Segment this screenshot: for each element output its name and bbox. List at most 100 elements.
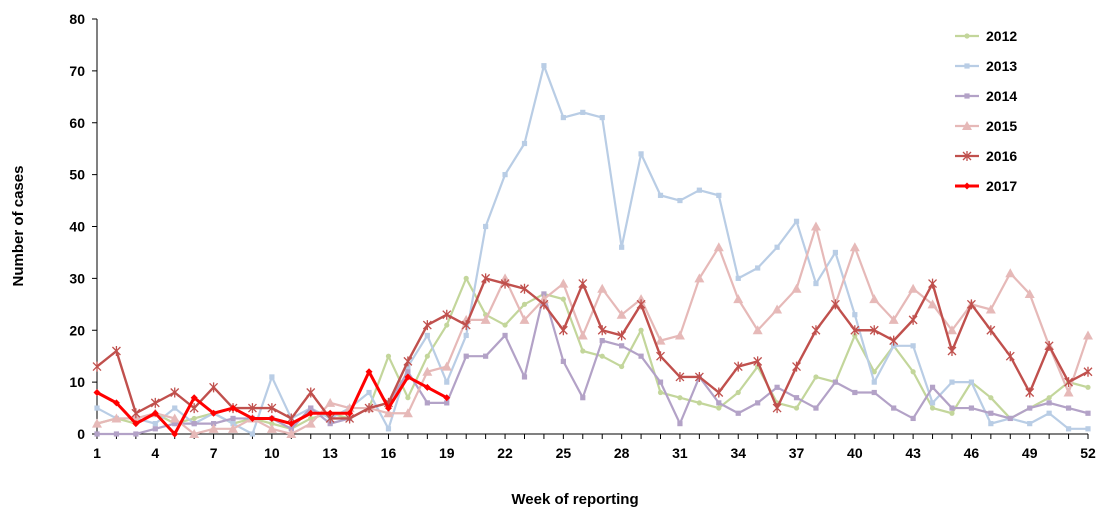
data-point	[326, 409, 334, 417]
x-tick-label: 43	[905, 445, 921, 461]
data-point	[480, 314, 491, 324]
data-point	[402, 408, 413, 418]
data-point	[1065, 426, 1072, 432]
data-point	[949, 379, 955, 385]
legend-label: 2012	[986, 28, 1017, 44]
data-point	[172, 421, 178, 427]
data-point	[560, 114, 566, 121]
data-point	[208, 423, 219, 433]
data-point	[677, 197, 683, 204]
data-point	[988, 421, 994, 427]
legend: 2012 2013 2014 2015 2016 2017	[955, 28, 1017, 194]
data-point	[383, 408, 394, 418]
data-point	[891, 405, 897, 411]
data-point	[964, 33, 970, 39]
data-point	[1085, 384, 1091, 390]
data-point	[463, 353, 469, 359]
data-point	[696, 400, 702, 406]
data-point	[442, 309, 452, 320]
data-point	[657, 379, 664, 385]
data-point	[793, 395, 800, 401]
data-point	[577, 330, 588, 340]
data-point	[229, 404, 237, 412]
legend-item: 2015	[955, 118, 1017, 134]
data-point	[619, 363, 625, 370]
data-point	[891, 343, 897, 349]
data-point	[947, 346, 957, 356]
data-point	[968, 379, 975, 385]
series-line	[96, 277, 1089, 430]
data-point	[772, 304, 783, 314]
data-point	[580, 395, 586, 401]
data-point	[910, 369, 916, 375]
data-point	[502, 332, 508, 339]
data-point	[190, 394, 198, 402]
data-point	[580, 348, 586, 354]
data-point	[638, 327, 644, 333]
data-point	[929, 405, 936, 411]
data-point	[366, 389, 372, 396]
legend-item: 2013	[955, 58, 1017, 74]
data-point	[830, 299, 840, 310]
data-point	[541, 63, 547, 69]
data-point	[852, 312, 858, 318]
data-point	[735, 389, 741, 396]
series-line	[96, 64, 1088, 436]
y-tick-label: 50	[69, 167, 85, 183]
data-point	[578, 278, 588, 289]
data-point	[735, 275, 741, 281]
data-point	[1007, 415, 1013, 422]
legend-label: 2014	[986, 88, 1017, 104]
data-point	[405, 395, 411, 401]
data-point	[539, 299, 549, 310]
data-point	[92, 418, 102, 428]
data-point	[929, 384, 936, 390]
x-axis-title: Week of reporting	[511, 491, 638, 508]
data-point	[988, 410, 994, 416]
legend-item: 2012	[955, 28, 1017, 44]
data-point	[169, 413, 180, 423]
data-point	[694, 371, 704, 382]
data-point	[422, 320, 432, 331]
data-point	[657, 389, 664, 396]
data-point	[1083, 330, 1093, 340]
data-point	[946, 325, 957, 335]
y-tick-label: 70	[69, 63, 85, 79]
data-point	[908, 314, 918, 325]
y-tick-label: 20	[69, 322, 85, 338]
x-tick-label: 1	[93, 445, 101, 461]
data-point	[910, 343, 916, 349]
data-point	[422, 366, 433, 376]
data-point	[871, 389, 877, 396]
data-point	[210, 421, 217, 427]
series-2013	[94, 63, 1091, 437]
data-point	[461, 320, 471, 331]
data-point	[209, 382, 219, 393]
data-point	[269, 421, 275, 427]
data-point	[364, 403, 374, 414]
data-point	[288, 426, 294, 432]
y-tick-label: 10	[69, 374, 85, 390]
data-point	[696, 187, 702, 193]
data-point	[403, 356, 413, 367]
data-point	[655, 335, 666, 345]
data-point	[306, 387, 316, 398]
data-point	[520, 283, 529, 294]
data-point	[248, 414, 256, 422]
data-point	[444, 322, 450, 328]
series-line	[96, 225, 1090, 436]
x-tick-label: 22	[497, 445, 513, 461]
data-point	[714, 387, 724, 398]
data-point	[93, 389, 101, 396]
data-point	[852, 389, 858, 396]
data-point	[424, 400, 430, 406]
data-point	[92, 361, 102, 372]
data-point	[500, 273, 511, 283]
data-point	[521, 140, 528, 147]
data-point	[483, 353, 489, 359]
data-point	[1024, 288, 1035, 298]
data-point	[599, 114, 605, 121]
data-point	[752, 325, 763, 335]
data-point	[1083, 366, 1093, 377]
